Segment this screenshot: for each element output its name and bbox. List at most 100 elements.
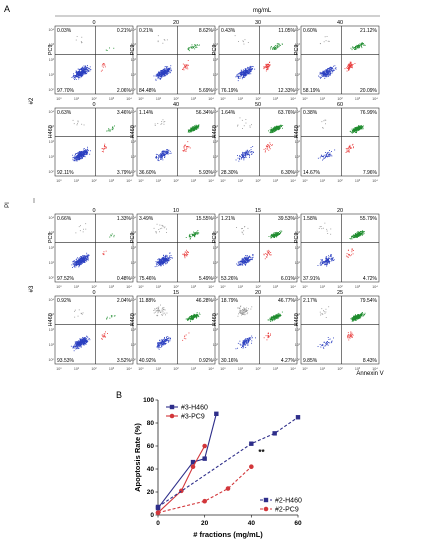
x-tick-label: 10⁴ <box>372 179 378 183</box>
y-tick-label: 10² <box>49 328 55 332</box>
x-tick-label: 10⁰ <box>138 179 144 183</box>
data-point <box>190 459 196 465</box>
x-tick-label: 10⁰ <box>220 367 226 371</box>
quadrant-lr-value: 20.09% <box>360 88 378 94</box>
group-label: #2 <box>29 97 35 104</box>
quadrant-ll-value: 97.52% <box>57 276 75 282</box>
panel-a-letter: A <box>4 4 10 14</box>
plot-frame <box>136 107 216 177</box>
y-tick-label: 10² <box>213 140 219 144</box>
cell-line-label: PC9 <box>48 232 54 243</box>
dose-label: 50 <box>255 102 261 108</box>
plot-frame <box>218 25 298 95</box>
quadrant-ur-value: 63.76% <box>278 110 296 116</box>
series-3h460 <box>155 411 219 511</box>
quadrant-ur-value: 79.54% <box>360 298 378 304</box>
plot-frame <box>136 295 216 365</box>
x-tick-label: 10² <box>255 97 261 101</box>
plot-frame <box>300 107 380 177</box>
x-tick-label: 10² <box>91 285 97 289</box>
flow-plot: 40 PC9 0.60% 21.12% 58.19% 20.09% 10⁰ 10⁰ 10¹ 10¹… <box>294 20 380 101</box>
x-tick-label: 10⁴ <box>290 97 296 101</box>
x-tick-label: 10³ <box>273 285 279 289</box>
y-tick-label: 10¹ <box>131 73 137 77</box>
y-tick-label: 0 <box>150 512 154 519</box>
x-tick-label: 10¹ <box>156 367 162 371</box>
y-axis-title: Apoptosis Rate (%) <box>133 423 142 492</box>
series-line <box>157 466 252 514</box>
dose-label: 10 <box>173 208 179 214</box>
quadrant-ll-value: 58.19% <box>303 88 321 94</box>
cell-line-label: PC9 <box>130 44 136 55</box>
quadrant-ll-value: 40.92% <box>139 358 157 364</box>
quadrant-lr-value: 4.72% <box>363 276 378 282</box>
x-tick-label: 10³ <box>355 367 361 371</box>
x-tick-label: 10⁰ <box>56 179 62 183</box>
data-point <box>263 506 269 512</box>
x-tick-label: 10² <box>91 179 97 183</box>
quadrant-ur-value: 55.79% <box>360 216 378 222</box>
x-tick-label: 10⁰ <box>220 285 226 289</box>
dot-cloud <box>317 119 364 161</box>
y-tick-label: 10³ <box>131 231 137 235</box>
y-tick-label: 10⁴ <box>294 28 300 32</box>
x-tick-label: 10⁴ <box>208 285 214 289</box>
x-tick-label: 10⁴ <box>126 367 132 371</box>
x-tick-label: 10³ <box>109 367 115 371</box>
y-tick-label: 10³ <box>49 313 55 317</box>
x-tick-label: 10⁰ <box>220 97 226 101</box>
dot-cloud <box>70 309 116 352</box>
y-tick-label: 20 <box>147 489 155 496</box>
dose-label: 0 <box>92 20 95 26</box>
quadrant-lr-value: 6.30% <box>281 170 296 176</box>
x-tick-label: 10¹ <box>238 367 244 371</box>
y-tick-label: 10⁴ <box>294 216 300 220</box>
x-tick-label: 10⁴ <box>290 285 296 289</box>
legend-label: #3-PC9 <box>181 414 205 421</box>
y-tick-label: 10¹ <box>49 261 55 265</box>
plot-frame <box>54 295 134 365</box>
quadrant-ul-value: 2.17% <box>303 298 318 304</box>
x-tick-label: 10¹ <box>156 179 162 183</box>
quadrant-lr-value: 3.79% <box>117 170 132 176</box>
plot-frame <box>136 213 216 283</box>
y-tick-label: 10⁴ <box>130 298 136 302</box>
dot-cloud <box>153 304 201 350</box>
y-tick-label: 10² <box>49 58 55 62</box>
cell-line-label: PC9 <box>48 44 54 55</box>
data-point <box>295 415 301 420</box>
data-point <box>272 431 277 436</box>
significance-annotation: ** <box>258 448 265 457</box>
x-tick-label: 10³ <box>191 97 197 101</box>
y-tick-label: 10³ <box>213 43 219 47</box>
quadrant-ll-value: 30.16% <box>221 358 239 364</box>
y-tick-label: 10³ <box>49 125 55 129</box>
series-3pc9 <box>155 443 207 515</box>
y-tick-label: 10³ <box>295 231 301 235</box>
x-tick-label: 10⁴ <box>126 179 132 183</box>
y-tick-label: 10¹ <box>295 261 301 265</box>
dose-label: 20 <box>173 20 179 26</box>
y-tick-label: 10⁰ <box>295 170 301 174</box>
dot-cloud <box>153 223 200 268</box>
data-point <box>202 498 207 504</box>
cell-line-label: H460 <box>294 313 300 326</box>
x-tick-label: 10² <box>337 367 343 371</box>
cell-line-label: PC9 <box>294 232 300 243</box>
quadrant-ll-value: 97.70% <box>57 88 75 94</box>
series-line <box>157 445 206 514</box>
y-tick-label: 10⁰ <box>213 358 219 362</box>
y-tick-label: 10¹ <box>49 155 55 159</box>
y-tick-label: 10⁴ <box>48 28 54 32</box>
y-tick-label: 10¹ <box>49 343 55 347</box>
x-tick-label: 10¹ <box>238 179 244 183</box>
